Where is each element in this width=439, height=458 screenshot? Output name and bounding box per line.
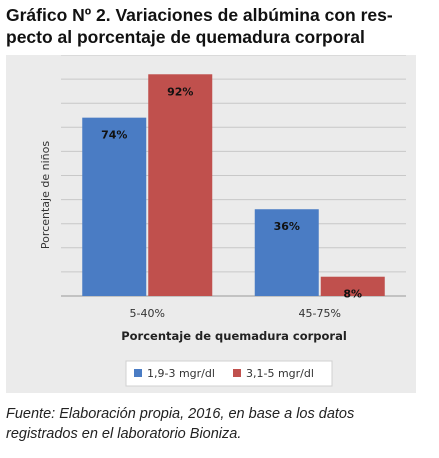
x-tick-label: 5-40% <box>130 307 165 320</box>
bar-series-1-1 <box>82 117 147 296</box>
bars <box>82 74 385 296</box>
figure-title: Gráfico Nº 2. Variaciones de albúmina co… <box>6 4 434 48</box>
data-label: 8% <box>343 288 362 301</box>
bar-series-2-1 <box>148 74 213 296</box>
legend-swatch <box>134 369 142 377</box>
data-label: 36% <box>274 220 300 233</box>
data-label: 74% <box>101 129 127 142</box>
data-labels: 74% 92% 36% 8% <box>101 85 362 300</box>
bar-chart: 74% 92% 36% 8% 5-40% 45-75% Porcentaje de ni… <box>39 54 406 387</box>
x-tick-label: 45-75% <box>299 307 341 320</box>
figure-caption: Fuente: Elaboración propia, 2016, en bas… <box>6 404 434 444</box>
y-axis-title: Porcentaje de niños <box>39 141 52 249</box>
figure-title-line-2: pecto al porcentaje de quemadura corpora… <box>6 27 365 47</box>
x-tick-labels: 5-40% 45-75% <box>130 307 341 320</box>
figure-title-line-1: Gráfico Nº 2. Variaciones de albúmina co… <box>6 5 393 25</box>
figure-caption-line-1: Fuente: Elaboración propia, 2016, en bas… <box>6 406 355 422</box>
legend-label: 3,1-5 mgr/dl <box>246 367 314 380</box>
legend: 1,9-3 mgr/dl 3,1-5 mgr/dl <box>125 360 333 387</box>
bar-series-2-2 <box>320 276 385 296</box>
data-label: 92% <box>167 85 193 98</box>
bar-series-1-2 <box>254 209 319 296</box>
legend-label: 1,9-3 mgr/dl <box>147 367 215 380</box>
x-axis-title: Porcentaje de quemadura corporal <box>121 329 347 343</box>
chart-area: 74% 92% 36% 8% 5-40% 45-75% Porcentaje de ni… <box>6 54 416 393</box>
figure-caption-line-2: registrados en el laboratorio Bioniza. <box>6 426 242 442</box>
legend-swatch <box>233 369 241 377</box>
legend-box <box>125 360 333 387</box>
